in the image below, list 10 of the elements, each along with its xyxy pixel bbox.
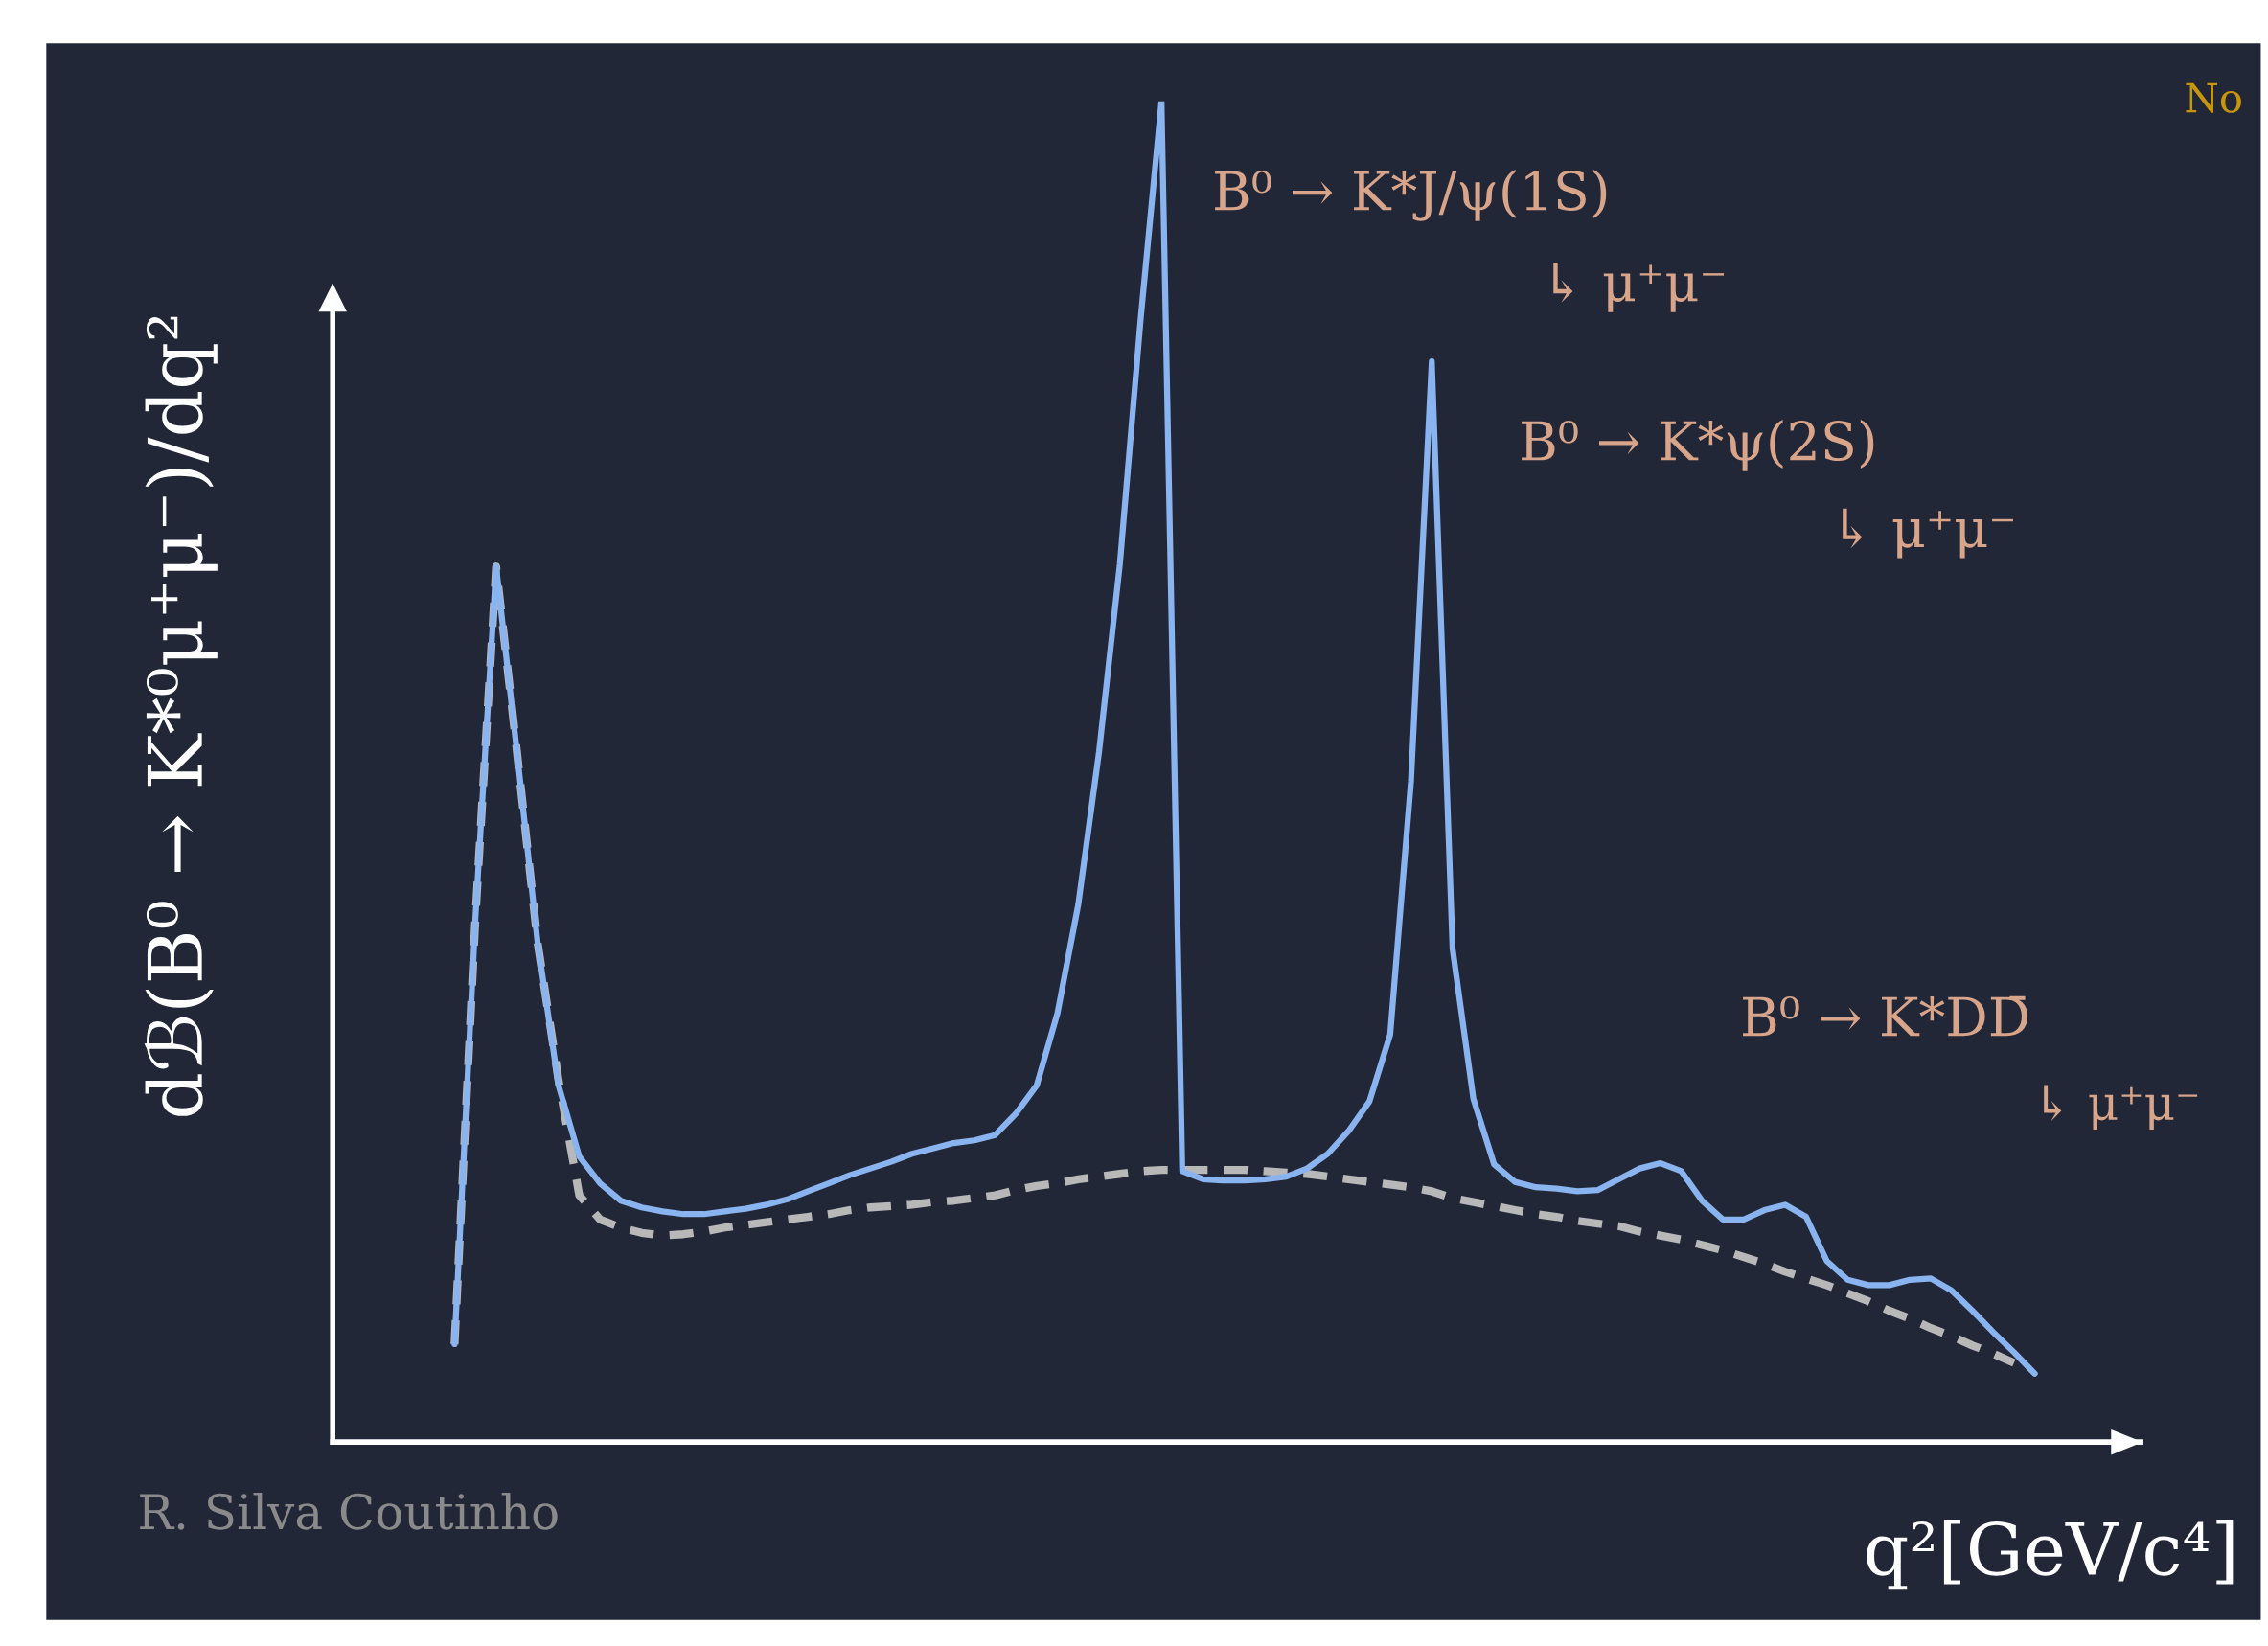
text: No — [2186, 82, 2241, 113]
annotation: ↳ μ⁺μ⁻ — [1843, 508, 2013, 559]
annotation: ↳ μ⁺μ⁻ — [2044, 1085, 2198, 1131]
text: R. Silva Coutinho — [140, 1492, 558, 1530]
y-axis-title: dℬ(B⁰ → K*⁰μ⁺μ⁻)/dq² — [144, 316, 218, 1116]
annotation: ↳ μ⁺μ⁻ — [1553, 263, 1725, 312]
x-axis-title: q²[GeV/c⁴] — [1867, 1520, 2234, 1590]
annotation: B⁰ → K*DD̄ — [1743, 995, 2028, 1037]
annotation: B⁰ → K*ψ(2S) — [1522, 420, 1874, 471]
annotation: B⁰ → K*J/ψ(1S) — [1215, 169, 1607, 221]
